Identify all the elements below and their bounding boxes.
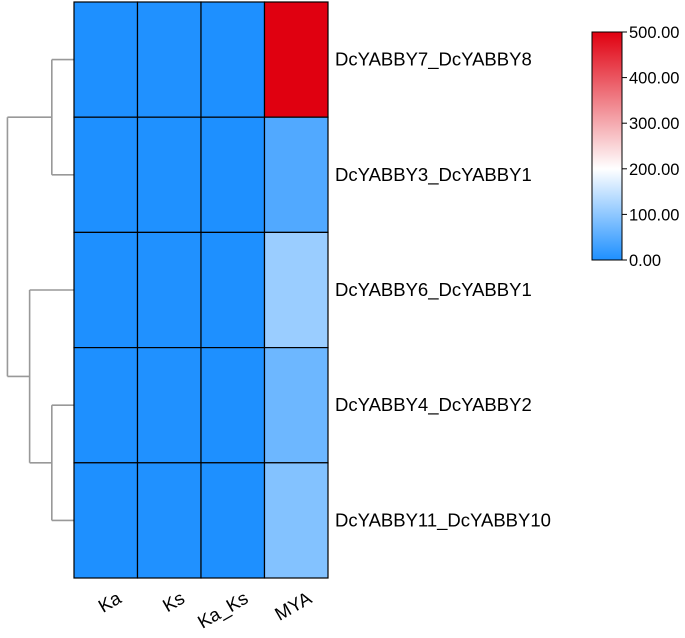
- color-scale-tick-label: 500.00: [629, 24, 679, 42]
- color-scale-tick-label: 0.00: [629, 252, 661, 270]
- column-label: Ka: [94, 587, 125, 617]
- heatmap-cell: [200, 462, 266, 579]
- row-label: DcYABBY6_DcYABBY1: [335, 279, 532, 301]
- heatmap-cell: [136, 231, 202, 349]
- heatmap-cell: [200, 1, 266, 118]
- heatmap-cells: [73, 1, 329, 579]
- row-label: DcYABBY3_DcYABBY1: [335, 164, 532, 186]
- color-scale-bar: [591, 31, 623, 261]
- color-scale-legend: 0.00 100.00 200.00 300.00 400.00 500.00: [591, 24, 679, 270]
- heatmap-cell: [73, 1, 139, 118]
- row-label: DcYABBY4_DcYABBY2: [335, 394, 532, 416]
- heatmap-cell: [73, 231, 139, 349]
- row-labels: DcYABBY7_DcYABBY8 DcYABBY3_DcYABBY1 DcYABB…: [335, 49, 551, 532]
- heatmap-cell: [263, 116, 329, 233]
- row-label: DcYABBY7_DcYABBY8: [335, 49, 532, 71]
- heatmap-cell: [73, 116, 139, 233]
- heatmap-cell: [136, 347, 202, 464]
- heatmap-cell: [263, 347, 329, 464]
- heatmap-cell: [136, 1, 202, 118]
- color-scale-tick-label: 200.00: [629, 161, 679, 179]
- heatmap-cell: [136, 462, 202, 579]
- heatmap-cell: [263, 462, 329, 579]
- column-label: MYA: [271, 587, 316, 625]
- column-label: Ka_Ks: [194, 587, 252, 633]
- color-scale-tick-label: 400.00: [629, 70, 679, 88]
- color-scale-tick-label: 300.00: [629, 115, 679, 133]
- heatmap-cell: [263, 1, 329, 118]
- heatmap-cell: [263, 231, 329, 349]
- dendrogram: [6, 58, 74, 522]
- heatmap-cell: [200, 116, 266, 233]
- heatmap-cell: [73, 462, 139, 579]
- column-labels: Ka Ks Ka_Ks MYA: [94, 587, 315, 634]
- heatmap-cell: [136, 116, 202, 233]
- color-scale-ticks: 0.00 100.00 200.00 300.00 400.00 500.00: [622, 24, 679, 270]
- heatmap-cell: [73, 347, 139, 464]
- color-scale-tick-label: 100.00: [629, 206, 679, 224]
- heatmap-cell: [200, 347, 266, 464]
- heatmap-cell: [200, 231, 266, 349]
- column-label: Ks: [159, 587, 188, 616]
- row-label: DcYABBY11_DcYABBY10: [335, 509, 551, 531]
